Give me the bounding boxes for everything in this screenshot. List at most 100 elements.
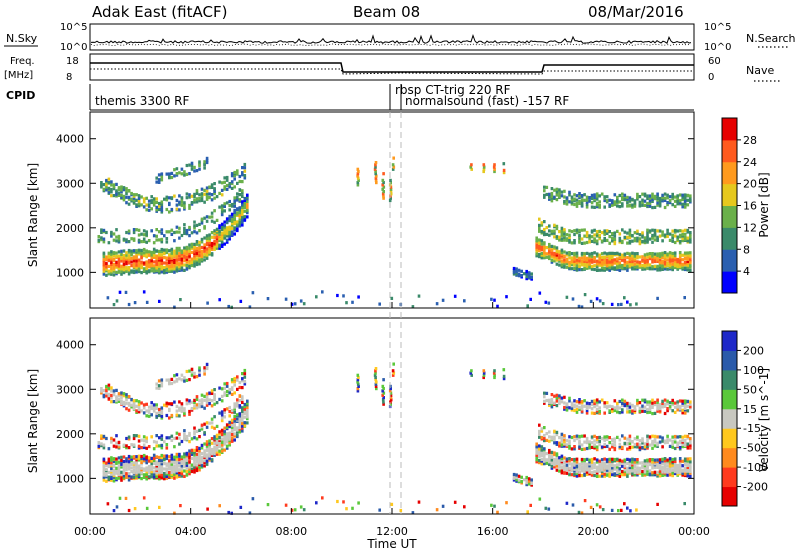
power-cell [236, 224, 239, 228]
power-cell [150, 266, 153, 270]
power-cell [543, 193, 546, 197]
power-cell [578, 261, 581, 265]
power-cell [545, 252, 549, 256]
velocity-cell [241, 408, 244, 412]
velocity-cell [130, 470, 133, 474]
power-cell [135, 193, 138, 197]
velocity-cell [548, 435, 551, 439]
velocity-cell [628, 434, 632, 438]
velocity-cell [689, 457, 692, 461]
power-cell [175, 255, 179, 259]
velocity-cell [175, 378, 179, 382]
velocity-cell [648, 472, 652, 476]
velocity-cell [195, 429, 199, 433]
velocity-cell [613, 457, 617, 462]
power-cell [673, 261, 677, 265]
velocity-cell [246, 411, 249, 415]
velocity-cell [603, 401, 606, 405]
velocity-cell [575, 460, 579, 464]
power-cell [593, 233, 596, 237]
power-cell [676, 262, 679, 266]
power-cell [230, 230, 234, 234]
power-cell [117, 250, 121, 254]
power-cell [210, 235, 214, 239]
velocity-cell [563, 438, 566, 442]
power-cell [681, 229, 684, 233]
velocity-cell [173, 374, 176, 378]
power-cell [220, 207, 224, 211]
velocity-cell [205, 453, 209, 457]
power-cell [573, 229, 576, 233]
velocity-cell [105, 461, 108, 465]
velocity-cell [631, 403, 634, 407]
power-cell [102, 269, 106, 273]
power-cell [130, 251, 133, 255]
power-cell [668, 232, 672, 236]
power-cell [628, 256, 632, 260]
power-cell [633, 231, 637, 235]
velocity-cell [142, 435, 146, 439]
velocity-cell [550, 435, 554, 439]
velocity-cell [195, 454, 199, 459]
power-cell [220, 193, 224, 197]
power-cell [198, 255, 201, 259]
velocity-cell [563, 407, 566, 411]
velocity-cell [568, 462, 571, 466]
velocity-cell [681, 439, 684, 443]
power-cell [223, 209, 226, 213]
power-cell [651, 233, 654, 238]
velocity-cell [648, 458, 652, 462]
velocity-cell [595, 471, 599, 475]
power-cell [621, 228, 624, 232]
velocity-cell [590, 435, 594, 439]
velocity-cell [215, 401, 219, 405]
power-cell [200, 192, 204, 196]
velocity-cell [658, 402, 662, 407]
colorbar-tick-label: 24 [743, 156, 757, 169]
power-cell [213, 239, 216, 243]
power-cell [651, 206, 654, 210]
velocity-cell [611, 463, 614, 468]
velocity-cell [575, 404, 579, 408]
velocity-cell [243, 372, 247, 376]
power-cell [251, 291, 255, 295]
power-cell [631, 239, 634, 243]
velocity-cell [302, 508, 306, 512]
y-tick-label: 3000 [56, 383, 84, 396]
velocity-cell [102, 463, 106, 467]
power-cell [200, 254, 204, 259]
velocity-cell [661, 401, 664, 405]
power-cell [241, 166, 244, 170]
power-cell [155, 261, 158, 265]
velocity-cell [545, 391, 549, 395]
power-cell [595, 265, 599, 269]
velocity-cell [603, 437, 606, 442]
power-cell [653, 197, 657, 201]
power-cell [215, 218, 219, 222]
power-cell [100, 230, 103, 234]
power-cell [558, 252, 561, 256]
power-cell [236, 222, 239, 226]
power-cell [525, 272, 528, 276]
power-cell [157, 180, 161, 184]
power-cell [575, 261, 579, 265]
velocity-cell [666, 434, 669, 438]
power-cell [238, 211, 242, 215]
power-cell [616, 204, 619, 208]
power-cell [188, 234, 191, 238]
power-cell [505, 295, 508, 299]
power-cell [117, 264, 121, 268]
velocity-cell [575, 474, 579, 478]
power-cell [661, 267, 664, 271]
velocity-cell [175, 455, 179, 459]
power-cell [105, 273, 108, 277]
velocity-cell [117, 460, 121, 464]
velocity-cell [658, 474, 662, 478]
power-cell [120, 259, 123, 263]
power-cell [175, 258, 179, 262]
velocity-cell [208, 458, 211, 462]
velocity-cell [127, 463, 131, 467]
velocity-cell [155, 467, 158, 471]
power-cell [225, 201, 229, 205]
power-cell [648, 229, 652, 233]
